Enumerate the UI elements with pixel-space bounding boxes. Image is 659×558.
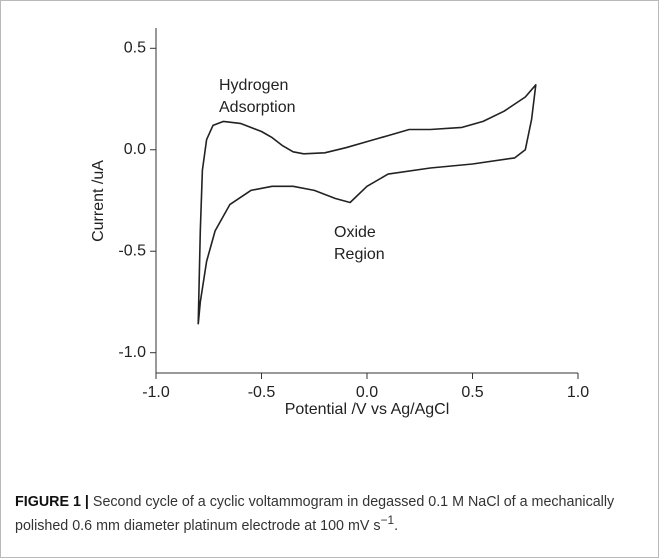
x-tick-label: -0.5 [248, 384, 276, 401]
y-tick-label: 0.5 [124, 40, 146, 57]
annotation: Hydrogen [219, 77, 288, 94]
data-line [197, 84, 537, 325]
y-tick-label: 0.0 [124, 141, 146, 158]
caption-text: Second cycle of a cyclic voltammogram in… [15, 494, 615, 534]
caption-label: FIGURE 1 | [15, 494, 89, 510]
annotation: Oxide [334, 224, 376, 241]
caption: FIGURE 1 | Second cycle of a cyclic volt… [15, 493, 647, 535]
y-tick-label: -1.0 [118, 344, 146, 361]
annotation: Adsorption [219, 99, 296, 116]
x-tick-label: 0.5 [461, 384, 483, 401]
y-tick-label: -0.5 [118, 242, 146, 259]
caption-end: . [394, 517, 399, 534]
y-axis-label: Current /uA [90, 160, 107, 242]
x-tick-label: 1.0 [567, 384, 589, 401]
annotation: Region [334, 246, 385, 263]
x-axis-label: Potential /V vs Ag/AgCl [285, 401, 450, 418]
caption-superscript: −1 [380, 513, 395, 527]
x-tick-label: -1.0 [142, 384, 170, 401]
x-tick-label: 0.0 [356, 384, 378, 401]
chart: Potential /V vs Ag/AgCl Current /uA -1.0… [90, 28, 589, 418]
